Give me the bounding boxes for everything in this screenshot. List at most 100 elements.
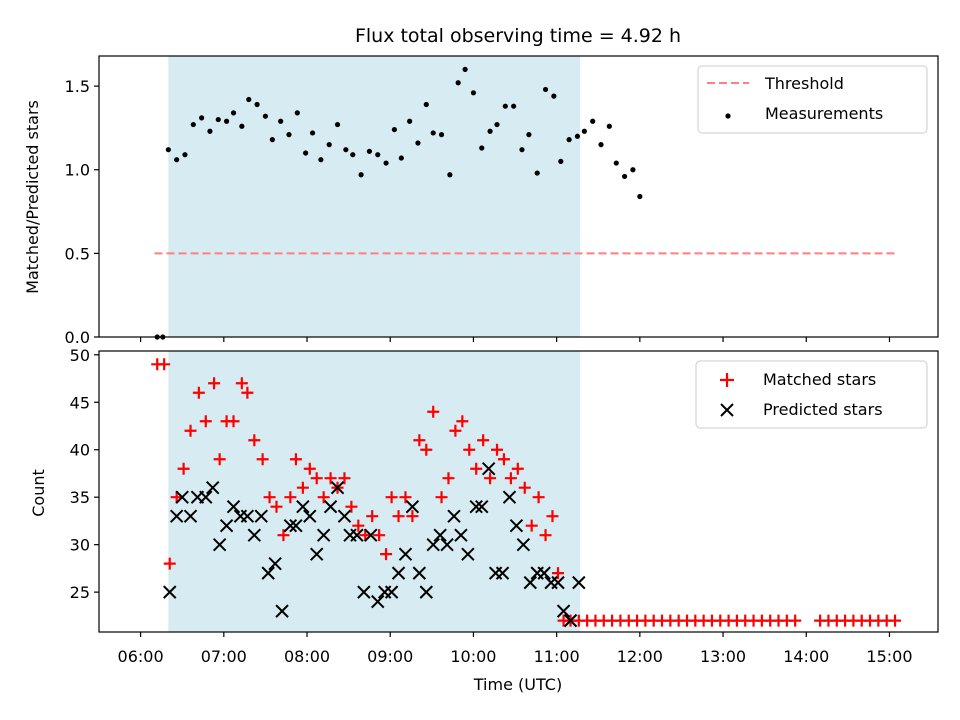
top-legend: Threshold Measurements	[697, 65, 928, 134]
matched-stars-point	[227, 415, 240, 428]
top-y-tick-label: 0.5	[65, 244, 90, 263]
measurement-point	[350, 152, 356, 158]
predicted-stars-point	[405, 499, 420, 514]
predicted-stars-point	[398, 547, 413, 561]
matched-stars-point	[248, 434, 261, 447]
measurement-point	[606, 123, 612, 129]
measurement-point	[479, 145, 485, 151]
legend-matched-swatch	[720, 373, 734, 387]
top-x-axis	[140, 337, 891, 342]
matched-stars-point	[170, 491, 183, 504]
matched-stars-point	[889, 614, 902, 627]
measurement-point	[558, 158, 564, 164]
predicted-stars-point	[247, 528, 262, 542]
measurement-point	[286, 132, 292, 138]
predicted-stars-point	[316, 528, 331, 542]
predicted-stars-point	[330, 480, 345, 495]
predicted-stars-point	[502, 490, 517, 504]
predicted-stars-point	[296, 499, 310, 514]
measurement-point	[566, 137, 572, 143]
measurement-point	[182, 152, 188, 158]
top-y-axis-label: Matched/Predicted stars	[23, 100, 42, 294]
matched-stars-point	[241, 386, 254, 399]
predicted-stars-point	[440, 537, 454, 552]
matched-stars-point	[373, 529, 386, 542]
predicted-stars-point	[357, 585, 371, 599]
top-legend-box	[697, 65, 928, 134]
measurement-point	[415, 140, 421, 146]
matched-stars-point	[420, 443, 433, 456]
bottom-y-tick-label: 25	[70, 583, 90, 602]
measurement-point	[366, 148, 373, 154]
matched-stars-point	[525, 519, 538, 532]
matched-stars-point	[463, 443, 476, 456]
measurement-point	[502, 103, 508, 109]
measurement-point	[343, 147, 349, 153]
measurement-point	[165, 147, 171, 153]
predicted-stars-point	[289, 518, 303, 533]
predicted-stars-point	[268, 556, 282, 571]
measurement-point	[590, 118, 596, 124]
measurement-point	[326, 142, 332, 148]
measurement-point	[190, 121, 196, 128]
bottom-plot-marks	[151, 358, 902, 628]
measurement-point	[303, 150, 309, 156]
matched-stars-point	[442, 472, 455, 485]
x-tick-label: 12:00	[617, 647, 663, 666]
matched-stars-point	[491, 443, 504, 456]
predicted-stars-point	[169, 509, 184, 523]
measurement-point	[391, 126, 397, 133]
measurement-point	[542, 86, 549, 93]
legend-predicted-label: Predicted stars	[763, 400, 883, 419]
matched-stars-point	[366, 510, 379, 523]
predicted-stars-point	[323, 499, 338, 514]
predicted-stars-point	[206, 480, 220, 495]
bottom-shaded-region	[168, 351, 581, 632]
predicted-stars-point	[537, 566, 551, 580]
measurement-point	[375, 152, 381, 158]
matched-stars-point	[359, 529, 372, 542]
matched-stars-point	[352, 519, 365, 532]
matched-stars-point	[184, 424, 197, 437]
bottom-y-tick-label: 40	[70, 441, 90, 460]
matched-stars-point	[256, 453, 269, 466]
matched-stars-point	[177, 462, 190, 475]
matched-stars-point	[296, 481, 309, 494]
matched-stars-point	[449, 424, 462, 437]
predicted-stars-point	[254, 509, 268, 523]
predicted-stars-point	[523, 575, 537, 590]
matched-stars-point	[345, 500, 358, 513]
matched-stars-point	[406, 510, 419, 523]
matched-stars-point	[427, 405, 440, 418]
predicted-stars-point	[364, 528, 378, 542]
x-tick-label: 06:00	[118, 647, 164, 666]
predicted-stars-point	[219, 518, 234, 533]
predicted-stars-point	[175, 490, 189, 504]
top-plot-marks	[154, 66, 897, 340]
x-tick-label: 11:00	[534, 647, 580, 666]
measurement-point	[534, 170, 540, 176]
matched-stars-point	[158, 358, 171, 371]
measurement-point	[487, 128, 493, 134]
measurement-point	[262, 113, 269, 119]
matched-stars-point	[484, 472, 497, 485]
predicted-stars-point	[350, 528, 364, 542]
x-tick-label: 15:00	[866, 647, 912, 666]
measurement-point	[278, 118, 284, 124]
matched-stars-point	[532, 491, 545, 504]
top-y-tick-label: 1.5	[65, 77, 90, 96]
predicted-stars-point	[572, 575, 586, 590]
predicted-stars-point	[481, 462, 496, 476]
measurement-point	[199, 115, 205, 121]
predicted-stars-point	[283, 518, 298, 533]
x-tick-label: 14:00	[783, 647, 829, 666]
matched-stars-point	[380, 548, 393, 561]
matched-stars-point	[310, 472, 323, 485]
bottom-legend-box	[695, 360, 928, 429]
predicted-stars-point	[556, 604, 571, 618]
matched-stars-point	[317, 491, 330, 504]
x-tick-label: 13:00	[700, 647, 746, 666]
legend-matched-label: Matched stars	[763, 370, 876, 389]
measurement-point	[294, 110, 300, 116]
predicted-stars-point	[261, 566, 275, 580]
